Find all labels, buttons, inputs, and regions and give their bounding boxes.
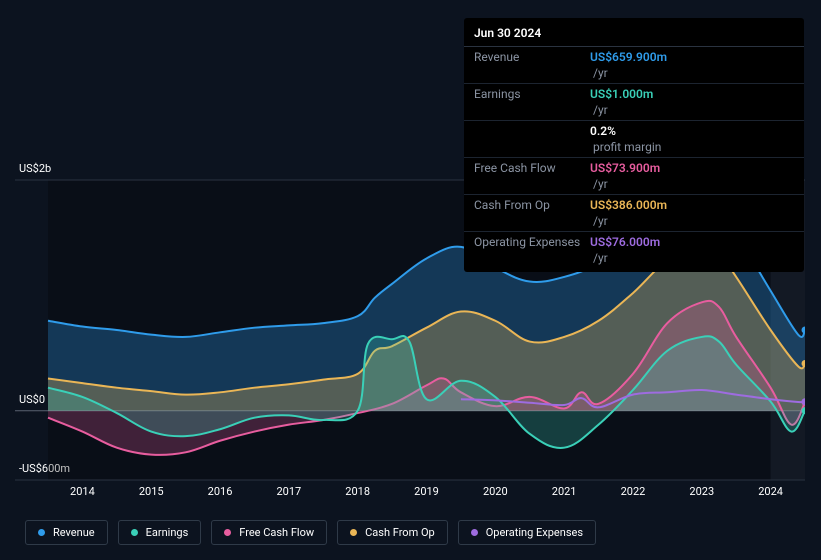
financial-chart-panel: Jun 30 2024 RevenueUS$659.900m /yrEarnin…: [0, 0, 821, 560]
tooltip-row: RevenueUS$659.900m /yr: [464, 47, 804, 84]
tooltip-label: Free Cash Flow: [474, 160, 590, 192]
legend-label: Earnings: [146, 526, 189, 539]
tooltip-suffix: profit margin: [593, 140, 661, 154]
tooltip-row: Free Cash FlowUS$73.900m /yr: [464, 158, 804, 195]
x-axis-tick: 2024: [758, 485, 783, 498]
x-axis-tick: 2019: [414, 485, 439, 498]
legend-item-earnings[interactable]: Earnings: [118, 520, 202, 545]
legend-item-cfo[interactable]: Cash From Op: [337, 520, 448, 545]
x-axis-tick: 2016: [208, 485, 233, 498]
legend-label: Free Cash Flow: [239, 526, 314, 539]
legend-label: Revenue: [53, 526, 95, 539]
legend-item-opex[interactable]: Operating Expenses: [458, 520, 596, 545]
x-axis-tick: 2014: [70, 485, 95, 498]
legend-swatch: [350, 529, 357, 536]
tooltip-row: Cash From OpUS$386.000m /yr: [464, 195, 804, 232]
legend-swatch: [224, 529, 231, 536]
tooltip-value: US$1.000m: [590, 86, 653, 102]
tooltip-value: US$76.000m: [590, 234, 660, 250]
x-axis-tick: 2023: [689, 485, 714, 498]
legend-swatch: [471, 529, 478, 536]
legend-label: Cash From Op: [365, 526, 435, 539]
tooltip-label: Operating Expenses: [474, 234, 590, 266]
tooltip-row: 0.2% profit margin: [464, 121, 804, 158]
x-axis-tick: 2015: [139, 485, 164, 498]
hover-tooltip: Jun 30 2024 RevenueUS$659.900m /yrEarnin…: [464, 18, 804, 272]
tooltip-value: US$73.900m: [590, 160, 660, 176]
legend-item-fcf[interactable]: Free Cash Flow: [211, 520, 327, 545]
legend-swatch: [131, 529, 138, 536]
tooltip-label: Revenue: [474, 49, 590, 81]
x-axis-tick: 2020: [483, 485, 508, 498]
x-axis-tick: 2021: [552, 485, 577, 498]
x-axis-tick: 2018: [345, 485, 370, 498]
tooltip-row: EarningsUS$1.000m /yr: [464, 84, 804, 121]
legend-item-revenue[interactable]: Revenue: [25, 520, 108, 545]
x-axis-tick: 2022: [621, 485, 646, 498]
tooltip-label: [474, 123, 590, 155]
tooltip-suffix: /yr: [593, 103, 608, 117]
legend: Revenue Earnings Free Cash Flow Cash From O…: [25, 520, 596, 545]
legend-swatch: [38, 529, 45, 536]
tooltip-label: Earnings: [474, 86, 590, 118]
tooltip-value: US$386.000m: [590, 197, 667, 213]
x-axis: 2014201520162017201820192020202120222023…: [15, 490, 805, 491]
tooltip-row: Operating ExpensesUS$76.000m /yr: [464, 232, 804, 272]
tooltip-suffix: /yr: [593, 66, 608, 80]
tooltip-suffix: /yr: [593, 214, 608, 228]
tooltip-suffix: /yr: [593, 251, 608, 265]
tooltip-value: US$659.900m: [590, 49, 667, 65]
tooltip-suffix: /yr: [593, 177, 608, 191]
legend-label: Operating Expenses: [486, 526, 583, 539]
tooltip-value: 0.2%: [590, 123, 661, 139]
tooltip-date: Jun 30 2024: [464, 22, 804, 47]
x-axis-tick: 2017: [276, 485, 301, 498]
tooltip-label: Cash From Op: [474, 197, 590, 229]
